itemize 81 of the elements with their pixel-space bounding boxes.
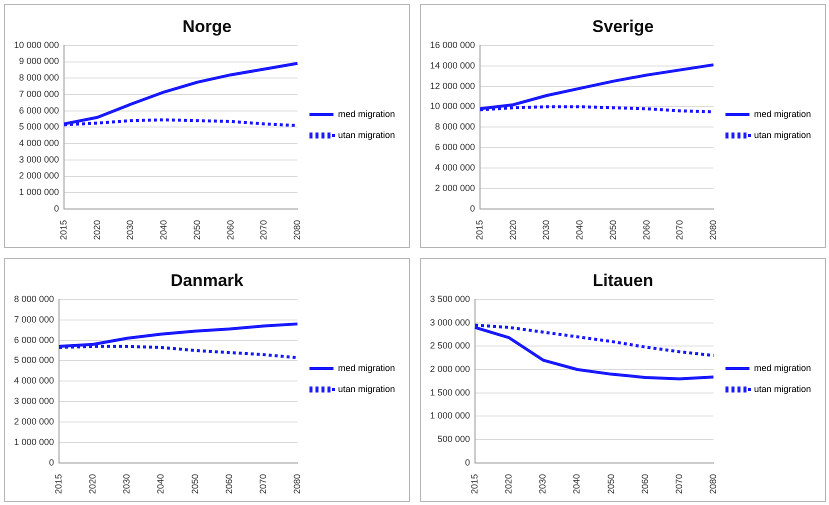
x-tick-label: 2030	[541, 220, 552, 240]
y-tick-label: 4 000 000	[14, 376, 54, 386]
y-tick-label: 2 000 000	[14, 416, 54, 427]
legend-label: utan migration	[754, 130, 812, 140]
y-tick-label: 2 500 000	[430, 340, 470, 351]
x-tick-label: 2080	[292, 220, 302, 240]
x-tick-label: 2030	[538, 474, 548, 494]
y-tick-label: 1 000 000	[430, 410, 470, 421]
y-tick-label: 8 000 000	[434, 122, 476, 132]
x-tick-label: 2040	[572, 474, 582, 494]
y-tick-label: 3 000 000	[430, 317, 470, 328]
x-tick-label: 2020	[508, 220, 518, 240]
x-tick-label: 2015	[470, 474, 480, 494]
y-tick-label: 3 000 000	[18, 154, 60, 164]
y-tick-label: 500 000	[437, 434, 470, 444]
legend-label: utan migration	[754, 384, 812, 394]
y-tick-label: 7 000 000	[18, 88, 60, 99]
y-tick-label: 1 000 000	[18, 187, 60, 198]
legend-label: utan migration	[338, 130, 396, 140]
y-tick-label: 10 000 000	[430, 101, 476, 112]
x-tick-label: 2080	[708, 220, 718, 240]
x-tick-label: 2070	[674, 474, 684, 494]
legend-label: med migration	[338, 108, 395, 119]
y-tick-label: 2 000 000	[430, 364, 470, 374]
x-tick-label: 2060	[224, 474, 234, 494]
y-tick-label: 8 000 000	[14, 294, 54, 304]
y-tick-label: 12 000 000	[430, 80, 476, 91]
legend-label: med migration	[754, 108, 811, 119]
x-tick-label: 2040	[156, 474, 166, 494]
y-tick-label: 3 000 000	[14, 396, 54, 406]
chart-title: Danmark	[170, 270, 244, 290]
y-tick-label: 16 000 000	[430, 40, 476, 50]
y-tick-label: 8 000 000	[18, 72, 60, 83]
x-tick-label: 2070	[258, 474, 268, 494]
x-tick-label: 2060	[640, 474, 650, 494]
x-tick-label: 2030	[125, 220, 136, 240]
y-tick-label: 3 500 000	[430, 294, 470, 304]
x-tick-label: 2030	[122, 474, 132, 494]
y-tick-label: 9 000 000	[18, 56, 60, 66]
y-tick-label: 4 000 000	[18, 138, 60, 148]
x-tick-label: 2060	[641, 220, 652, 240]
x-tick-label: 2070	[258, 220, 269, 240]
y-tick-label: 2 000 000	[434, 183, 476, 194]
y-tick-label: 2 000 000	[18, 170, 60, 181]
y-tick-label: 6 000 000	[434, 142, 476, 152]
y-tick-label: 1 000 000	[14, 437, 54, 448]
x-tick-label: 2060	[225, 220, 236, 240]
y-tick-label: 0	[49, 457, 54, 468]
legend-label: med migration	[338, 362, 395, 373]
x-tick-label: 2070	[674, 220, 685, 240]
y-tick-label: 1 500 000	[430, 387, 470, 398]
chart-title: Sverige	[592, 16, 654, 36]
x-tick-label: 2050	[606, 474, 616, 494]
x-tick-label: 2050	[608, 220, 618, 240]
x-tick-label: 2080	[292, 474, 302, 494]
x-tick-label: 2020	[504, 474, 514, 494]
x-tick-label: 2020	[88, 474, 98, 494]
y-tick-label: 14 000 000	[430, 60, 476, 70]
y-tick-label: 6 000 000	[18, 105, 60, 116]
chart-title: Litauen	[592, 270, 654, 290]
y-tick-label: 5 000 000	[14, 355, 54, 366]
x-tick-label: 2015	[474, 220, 485, 240]
y-tick-label: 6 000 000	[14, 334, 54, 345]
y-tick-label: 7 000 000	[14, 314, 54, 324]
y-tick-label: 0	[470, 203, 476, 214]
y-tick-label: 5 000 000	[18, 122, 60, 132]
legend-label: utan migration	[338, 384, 396, 394]
y-tick-label: 10 000 000	[14, 40, 60, 50]
x-tick-label: 2080	[708, 474, 718, 494]
y-tick-label: 4 000 000	[434, 162, 476, 173]
x-tick-label: 2015	[58, 220, 69, 240]
x-tick-label: 2040	[574, 220, 585, 240]
chart-title: Norge	[182, 16, 232, 36]
y-tick-label: 0	[54, 203, 60, 214]
x-tick-label: 2040	[158, 220, 169, 240]
legend-label: med migration	[754, 362, 811, 373]
y-tick-label: 0	[465, 457, 470, 468]
x-tick-label: 2050	[192, 220, 202, 240]
x-tick-label: 2050	[190, 474, 200, 494]
x-tick-label: 2020	[92, 220, 102, 240]
x-tick-label: 2015	[54, 474, 64, 494]
